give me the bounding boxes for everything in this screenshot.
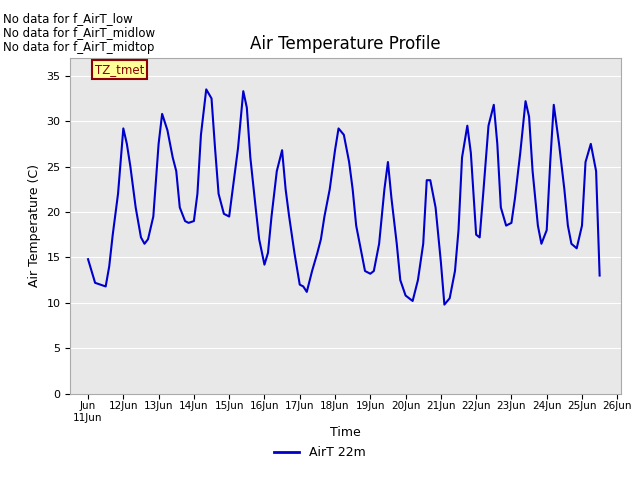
- Legend: AirT 22m: AirT 22m: [269, 441, 371, 464]
- Text: No data for f_AirT_low: No data for f_AirT_low: [3, 12, 133, 25]
- Y-axis label: Air Temperature (C): Air Temperature (C): [28, 164, 41, 287]
- Text: No data for f_AirT_midlow: No data for f_AirT_midlow: [3, 26, 156, 39]
- X-axis label: Time: Time: [330, 426, 361, 439]
- Text: TZ_tmet: TZ_tmet: [95, 63, 145, 76]
- Text: No data for f_AirT_midtop: No data for f_AirT_midtop: [3, 41, 155, 54]
- Title: Air Temperature Profile: Air Temperature Profile: [250, 35, 441, 53]
